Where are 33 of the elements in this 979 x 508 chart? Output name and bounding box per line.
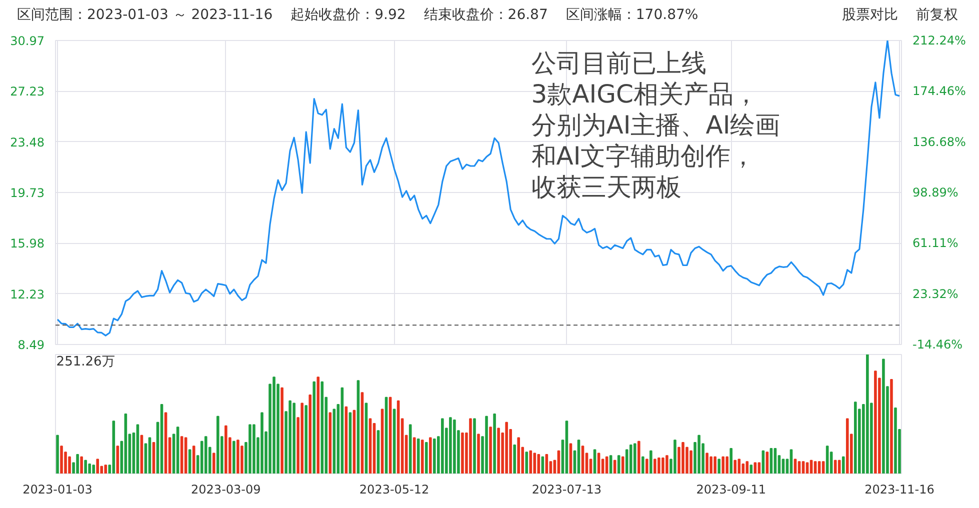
annotation: 3款AIGC相关产品， (531, 80, 758, 109)
x-tick-label: 2023-07-13 (532, 482, 602, 496)
x-tick-label: 2023-09-11 (696, 482, 766, 496)
y2-tick-label: -14.46% (912, 338, 963, 352)
text: 区间涨幅：170.87% (566, 7, 698, 23)
y2-tick-label: 23.32% (912, 286, 958, 301)
text: 起始收盘价：9.92 (290, 7, 406, 23)
annotation: 251.26万 (56, 354, 115, 370)
y-tick-label: 19.73 (10, 186, 45, 200)
y2-tick-label: 136.68% (912, 134, 966, 149)
text: 区间范围：2023-01-03 ～ 2023-11-16 (17, 7, 273, 23)
text: 股票对比 (842, 7, 898, 23)
annotation: 收获三天两板 (531, 172, 682, 202)
annotation: 公司目前已上线 (531, 48, 706, 78)
y-tick-label: 8.49 (18, 338, 44, 352)
y2-tick-label: 212.24% (912, 34, 966, 48)
line-series (56, 40, 900, 336)
text: 结束收盘价：26.87 (424, 7, 548, 23)
x-tick-label: 2023-03-09 (191, 482, 261, 496)
y-tick-label: 30.97 (10, 34, 45, 48)
annotation: 和AI文字辅助创作， (531, 142, 756, 171)
y2-tick-label: 98.89% (912, 186, 958, 200)
y-tick-label: 15.98 (10, 236, 45, 251)
text: 前复权 (916, 7, 958, 23)
y2-tick-label: 174.46% (912, 84, 966, 98)
y2-tick-label: 61.11% (912, 236, 958, 250)
y-tick-label: 12.23 (10, 287, 45, 302)
x-tick-label: 2023-01-03 (22, 482, 92, 496)
x-tick-label: 2023-05-12 (359, 482, 430, 496)
y-tick-label: 23.48 (10, 135, 45, 150)
y-tick-label: 27.23 (10, 84, 45, 99)
x-tick-label: 2023-11-16 (864, 482, 934, 496)
annotation: 分别为AI主播、AI绘画 (531, 110, 780, 140)
